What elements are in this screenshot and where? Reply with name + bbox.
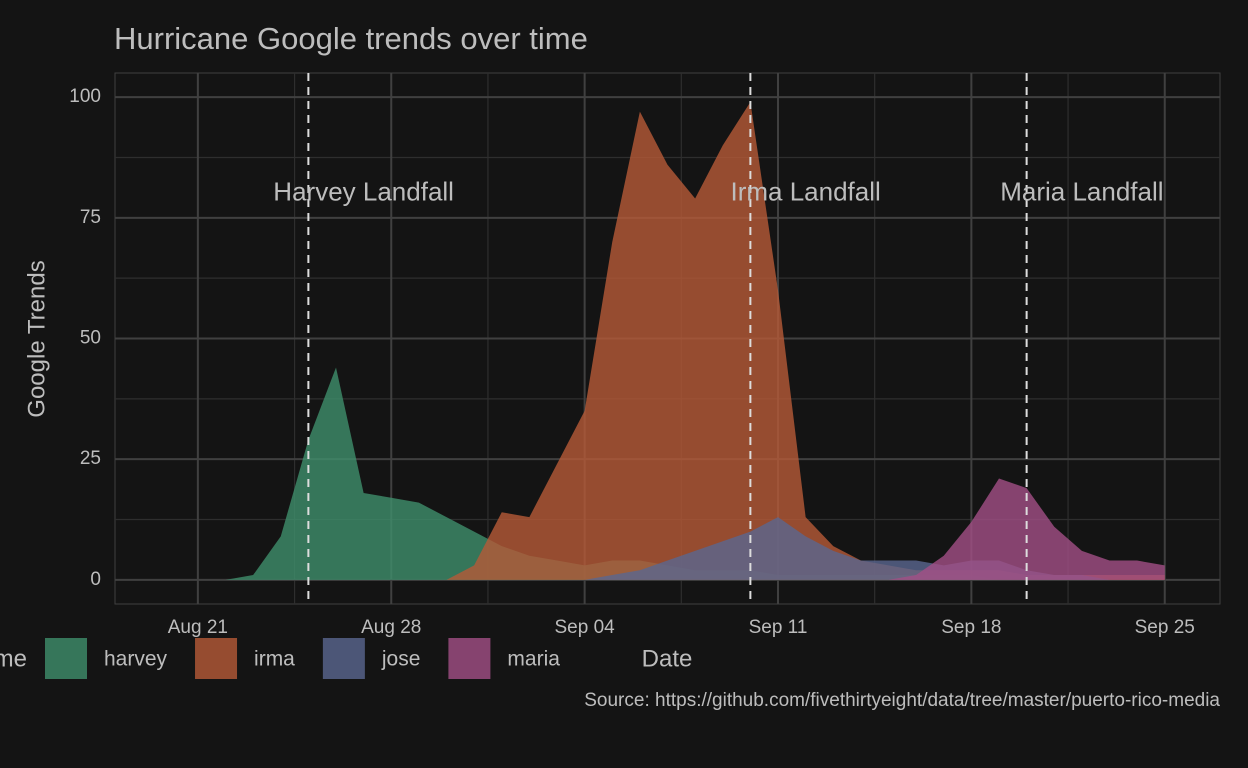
caption: Source: https://github.com/fivethirtyeig… [584,690,1220,711]
y-axis-label: Google Trends [23,260,50,417]
legend-swatch [448,638,491,679]
legend-swatch [45,638,87,679]
legend-label: jose [381,648,421,671]
y-tick-label: 100 [69,86,101,107]
legend-label: irma [254,648,295,671]
legend-swatch [322,638,365,679]
legend-label: maria [507,648,560,671]
annotation: Maria Landfall [1000,177,1163,207]
x-tick-label: Aug 21 [168,617,228,638]
area [170,367,1165,580]
y-tick-label: 50 [80,328,101,349]
legend-title: name [0,645,27,672]
y-tick-label: 25 [80,448,101,469]
area [170,101,1165,580]
annotation: Irma Landfall [730,177,880,207]
x-tick-label: Sep 11 [749,617,808,638]
legend-label: harvey [104,648,168,671]
x-tick-label: Aug 28 [361,617,421,638]
area [170,517,1165,580]
y-tick-label: 0 [90,569,101,590]
area [170,478,1165,580]
x-axis-label: Date [642,645,693,672]
annotation: Harvey Landfall [273,177,454,207]
x-tick-label: Sep 25 [1135,617,1195,638]
y-tick-label: 75 [80,207,101,228]
x-tick-label: Sep 18 [941,617,1001,638]
x-tick-label: Sep 04 [555,617,616,638]
legend-swatch [195,638,238,679]
chart-title: Hurricane Google trends over time [114,21,588,56]
